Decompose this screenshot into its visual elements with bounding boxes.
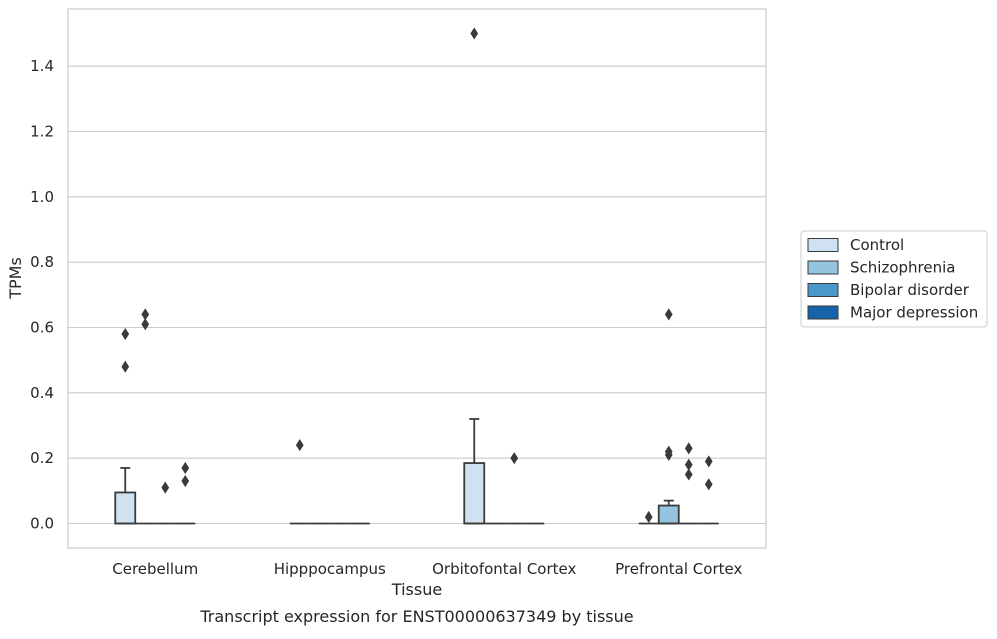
outlier-point (181, 474, 190, 488)
box (463, 462, 486, 525)
outlier-point (161, 481, 170, 494)
box-group (289, 439, 310, 525)
outlier-point (121, 327, 130, 341)
box-groups (114, 27, 719, 525)
x-tick-label: Orbitofontal Cortex (432, 560, 576, 578)
box-group (504, 452, 525, 525)
box-group (135, 308, 156, 525)
outlier-point (121, 360, 130, 373)
x-axis-label: Tissue (391, 580, 442, 599)
outlier-point (704, 478, 713, 491)
plot-frame (67, 8, 767, 549)
legend-item: Control (807, 236, 904, 254)
outlier-point (644, 510, 653, 524)
outlier-point (664, 445, 673, 458)
x-tick-label: Cerebellum (112, 560, 198, 578)
y-tick-label: 1.0 (30, 188, 54, 206)
chart-caption: Transcript expression for ENST0000063734… (199, 607, 633, 626)
y-tick-label: 0.4 (30, 384, 54, 402)
legend-item: Major depression (807, 304, 978, 322)
y-axis-label: TPMs (6, 257, 25, 300)
outlier-point (141, 318, 150, 331)
outlier-point (510, 452, 519, 465)
outlier-point (141, 308, 150, 321)
box-group (155, 481, 176, 525)
legend-label: Control (850, 236, 904, 254)
y-tick-label: 0.8 (30, 253, 54, 271)
x-tick-label: Hipppocampus (274, 560, 386, 578)
legend-swatch (807, 283, 839, 297)
legend-item: Bipolar disorder (807, 281, 970, 299)
x-tick-labels: Cerebellum Hipppocampus Orbitofontal Corte… (112, 560, 742, 578)
y-tick-label: 0.2 (30, 449, 54, 467)
outlier-point (295, 439, 304, 452)
outlier-point (684, 458, 693, 471)
outlier-point (664, 308, 673, 321)
outlier-point (684, 468, 693, 481)
y-tick-label: 0.6 (30, 319, 54, 337)
legend-frame (800, 230, 988, 328)
box-group (175, 461, 196, 525)
legend-swatch (807, 238, 839, 252)
legend-label: Schizophrenia (850, 259, 955, 277)
legend-item: Schizophrenia (807, 259, 955, 277)
box-group (657, 308, 680, 525)
box-group (698, 455, 719, 525)
box (114, 491, 137, 525)
box-group (678, 442, 699, 525)
box-group (463, 27, 486, 525)
outlier-point (684, 442, 693, 455)
grid-lines (68, 65, 766, 525)
legend-swatch (807, 305, 839, 320)
legend-label: Bipolar disorder (850, 281, 970, 299)
y-tick-label: 1.4 (30, 57, 54, 75)
y-tick-labels: 0.0 0.2 0.4 0.6 0.8 1.0 1.2 1.4 (30, 57, 54, 532)
box-group (638, 510, 659, 525)
legend-items: Control Schizophrenia Bipolar disorder Majo… (807, 236, 978, 322)
outlier-point (704, 455, 713, 468)
x-tick-label: Prefrontal Cortex (615, 560, 742, 578)
outlier-point (181, 461, 190, 475)
legend-swatch (807, 260, 839, 275)
box-group (114, 327, 137, 525)
y-tick-label: 1.2 (30, 123, 54, 141)
outlier-point (470, 27, 479, 40)
legend: Control Schizophrenia Bipolar disorder Majo… (800, 230, 988, 328)
y-tick-label: 0.0 (30, 515, 54, 533)
box (657, 504, 680, 525)
legend-label: Major depression (850, 304, 978, 322)
